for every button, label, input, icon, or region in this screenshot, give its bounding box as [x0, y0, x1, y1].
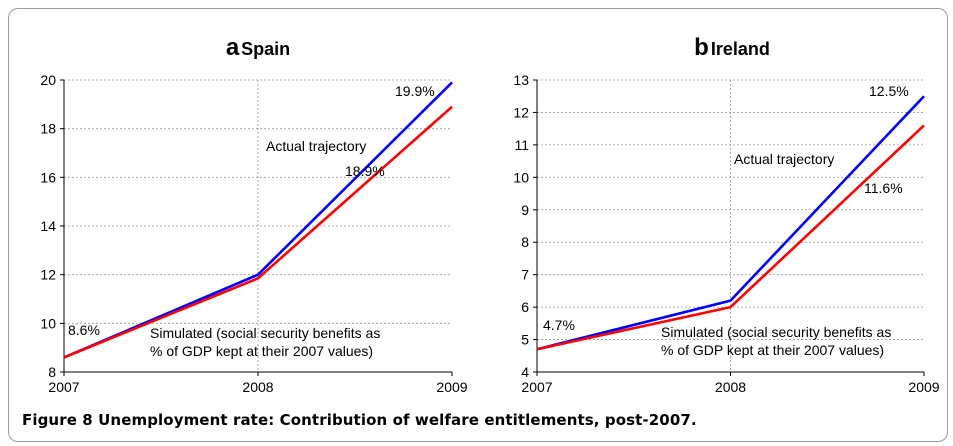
panel-b-actual-trajectory-label: Actual trajectory — [734, 151, 834, 167]
panel-b-y-tick-label: 4 — [521, 364, 529, 380]
panel-b-letter: b — [694, 34, 709, 61]
panel-b-series — [536, 95, 925, 351]
panel-b-simulated-label-line1: Simulated (social security benefits as — [661, 324, 891, 340]
figure-caption: Figure 8 Unemployment rate: Contribution… — [22, 411, 697, 429]
panel-b-actual-line — [536, 95, 925, 351]
panel-a-y-tick-label: 16 — [40, 169, 56, 185]
panel-a-simulated-label-line2: % of GDP kept at their 2007 values) — [150, 343, 373, 359]
panel-b-x-ticks: 2007 2008 2009 — [521, 372, 940, 395]
panel-a-y-tick-label: 20 — [40, 72, 56, 88]
panel-b-simulated-line — [536, 124, 925, 351]
panel-a-simulated-line — [63, 105, 453, 359]
panel-a-actual-trajectory-label: Actual trajectory — [266, 138, 366, 154]
panel-a-title-text: Spain — [241, 39, 290, 59]
panel-b-y-tick-label: 5 — [521, 332, 529, 348]
panel-a-series — [63, 81, 453, 359]
panel-b-y-tick-label: 13 — [513, 72, 529, 88]
panel-b-y-tick-label: 9 — [521, 202, 529, 218]
panel-a-actual-end-label: 19.9% — [395, 83, 435, 99]
panel-b-y-tick-label: 10 — [513, 169, 529, 185]
panel-b-simulated-end-label: 11.6% — [864, 180, 903, 196]
panel-a-start-label: 8.6% — [68, 322, 100, 338]
panel-a-y-tick-label: 18 — [40, 121, 56, 137]
panel-b-title-text: Ireland — [711, 39, 770, 59]
panel-b-actual-end-label: 12.5% — [869, 83, 909, 99]
panel-b-x-tick-label: 2007 — [521, 379, 552, 395]
panel-b-x-tick-label: 2008 — [715, 379, 746, 395]
panel-a-y-tick-label: 10 — [40, 315, 56, 331]
panel-b-y-tick-label: 7 — [521, 267, 529, 283]
figure-frame — [8, 8, 948, 442]
panel-ireland: b Ireland 4 5 6 7 8 9 10 11 12 13 2007 2008 2009 4.7… — [513, 34, 939, 395]
panel-b-y-tick-label: 12 — [513, 104, 529, 120]
panel-b-title: b Ireland — [694, 34, 770, 61]
panel-a-x-tick-label: 2009 — [436, 379, 467, 395]
panel-b-simulated-label-line2: % of GDP kept at their 2007 values) — [661, 342, 884, 358]
panel-a-y-tick-label: 8 — [48, 364, 56, 380]
panel-a-x-ticks: 2007 2008 2009 — [48, 372, 468, 395]
panel-a-x-tick-label: 2008 — [242, 379, 273, 395]
panel-a-annotations: 8.6% 19.9% 18.9% Actual trajectory Simul… — [68, 83, 435, 359]
panel-a-y-tick-label: 12 — [40, 267, 56, 283]
panel-a-x-tick-label: 2007 — [48, 379, 79, 395]
panel-a-title: a Spain — [226, 34, 290, 61]
panel-a-simulated-end-label: 18.9% — [345, 163, 385, 179]
panel-b-gridlines — [537, 79, 924, 372]
panel-b-x-tick-label: 2009 — [908, 379, 939, 395]
panel-b-annotations: 4.7% 12.5% 11.6% Actual trajectory Simul… — [543, 83, 909, 358]
panel-a-y-ticks: 8 10 12 14 16 18 20 — [40, 72, 64, 380]
panel-a-simulated-label-line1: Simulated (social security benefits as — [150, 325, 380, 341]
panel-b-y-tick-label: 8 — [521, 234, 529, 250]
panel-b-y-tick-label: 11 — [514, 137, 529, 153]
panel-b-start-label: 4.7% — [543, 317, 575, 333]
panel-b-y-ticks: 4 5 6 7 8 9 10 11 12 13 — [513, 72, 537, 380]
panel-a-letter: a — [226, 34, 240, 61]
panel-spain: a Spain 8 10 12 14 16 18 20 2007 2008 2009 8.6% 1… — [40, 34, 467, 395]
panel-a-y-tick-label: 14 — [40, 218, 56, 234]
panel-b-y-tick-label: 6 — [521, 299, 529, 315]
